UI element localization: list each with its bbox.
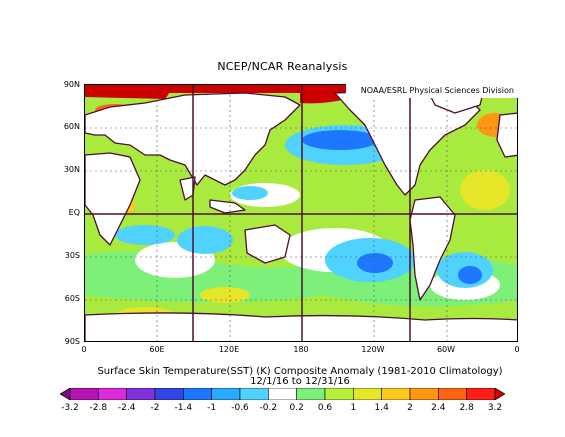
- africa-landmass: [85, 152, 141, 246]
- colorbar-tick-label: 0.2: [289, 403, 304, 413]
- lon-label: 60W: [436, 345, 456, 354]
- colorbar-segment: [296, 388, 326, 400]
- colorbar-tick-label: 3.2: [487, 403, 503, 413]
- lon-label: 120E: [218, 345, 240, 354]
- colorbar-tick-label: -1: [207, 403, 217, 413]
- colorbar-segment: [69, 388, 99, 400]
- colorbar-tick-label: -0.6: [231, 403, 249, 413]
- anomaly-map: [85, 85, 517, 341]
- arctic-warm-band: [85, 85, 517, 93]
- cold-core: [302, 130, 378, 150]
- date-range-caption: 12/1/16 to 12/31/16: [250, 376, 350, 387]
- lat-label: 90N: [63, 80, 80, 89]
- lat-label: EQ: [68, 208, 80, 217]
- colorbar-segment: [126, 388, 156, 400]
- credit-label: NOAA/ESRL Physical Sciences Division: [346, 84, 518, 98]
- colorbar-tick-label: 2.4: [431, 403, 446, 413]
- colorbar-segment: [409, 388, 439, 400]
- colorbar-segment: [438, 388, 467, 400]
- colorbar-tick-label: -2: [150, 403, 160, 413]
- cold-core: [357, 253, 393, 273]
- maritime-continent: [209, 199, 246, 214]
- colorbar-segment: [324, 388, 354, 400]
- lon-label: 120W: [361, 345, 385, 354]
- map-panel: [84, 84, 518, 342]
- lat-label: 30N: [63, 165, 80, 174]
- colorbar-segment: [154, 388, 184, 400]
- warm-anomaly: [200, 287, 250, 303]
- lat-label: 30S: [64, 251, 80, 260]
- colorbar-tick-label: -1.4: [174, 403, 193, 413]
- major-grid: [85, 85, 517, 341]
- lon-label: 180: [293, 345, 309, 354]
- cool-anomaly: [177, 226, 233, 254]
- lat-label: 60N: [63, 122, 80, 131]
- colorbar-min-arrow: [60, 388, 71, 400]
- colorbar-tick-label: -3.2: [61, 403, 79, 413]
- colorbar-tick-label: -0.2: [259, 403, 278, 413]
- variable-caption: Surface Skin Temperature(SST) (K) Compos…: [97, 366, 503, 377]
- lon-label: 60E: [149, 345, 165, 354]
- colorbar-segment: [268, 388, 297, 400]
- colorbar-tick-label: 1.4: [374, 403, 389, 413]
- colorbar-tick-label: 2.8: [459, 403, 474, 413]
- colorbar-segment: [211, 388, 241, 400]
- cold-core: [458, 266, 482, 284]
- cool-anomaly: [115, 225, 175, 245]
- colorbar-segment: [183, 388, 212, 400]
- colorbar-tick-label: 0.6: [317, 403, 333, 413]
- colorbar-segment: [353, 388, 382, 400]
- south-america-landmass: [409, 196, 456, 301]
- lon-label: 0: [514, 345, 520, 354]
- colorbar-tick-label: 2: [407, 403, 413, 413]
- lat-label: 90S: [64, 337, 80, 346]
- colorbar-tick-label: 1: [350, 403, 357, 413]
- map-title: NCEP/NCAR Reanalysis: [217, 60, 348, 73]
- colorbar-tick-label: -2.8: [89, 403, 108, 413]
- cool-anomaly: [232, 186, 268, 200]
- europe-west-landmass: [496, 112, 517, 158]
- lon-label: 0: [81, 345, 87, 354]
- warm-anomaly: [460, 170, 510, 210]
- colorbar-segment: [381, 388, 411, 400]
- colorbar-segment: [466, 388, 496, 400]
- lat-label: 60S: [64, 294, 80, 303]
- colorbar-segment: [98, 388, 127, 400]
- colorbar: [60, 388, 505, 400]
- colorbar-max-arrow: [494, 388, 505, 400]
- colorbar-tick-label: -2.4: [117, 403, 136, 413]
- colorbar-segment: [239, 388, 269, 400]
